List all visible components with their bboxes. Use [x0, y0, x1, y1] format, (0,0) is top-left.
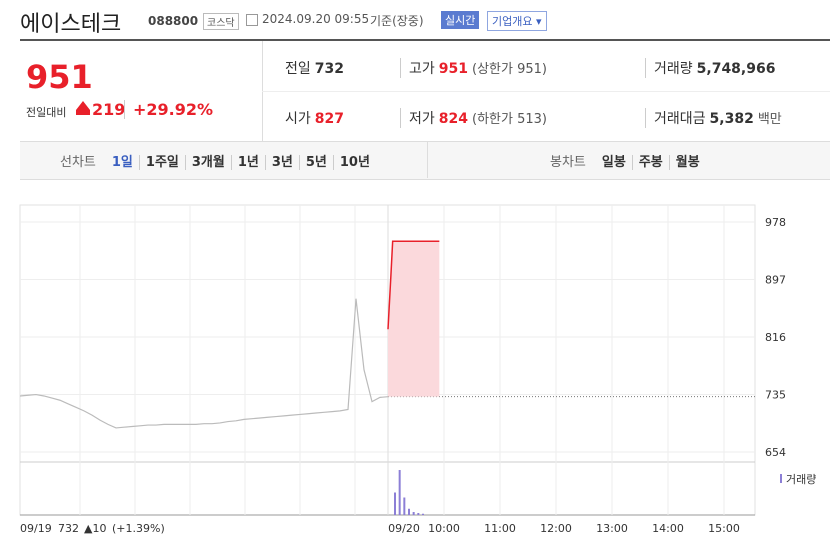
stat: 저가 824 (하한가 513): [400, 108, 547, 128]
x-tick-label: 10:00: [428, 522, 460, 535]
x-tick-label: 13:00: [596, 522, 628, 535]
today-area: [388, 241, 440, 397]
stat-value: 5,382: [709, 111, 754, 127]
tab[interactable]: 10년: [332, 155, 376, 170]
stat-extra: (상한가 951): [472, 62, 547, 77]
candle-tabs: 봉차트 일봉 주봉 월봉: [550, 151, 706, 170]
stat-extra: (하한가 513): [472, 112, 547, 127]
volume-bar: [398, 470, 401, 515]
stat-extra: 백만: [757, 112, 782, 127]
tab[interactable]: 1주일: [138, 155, 185, 170]
volume-bar: [394, 492, 396, 515]
tab-group-label: 선차트: [60, 155, 96, 170]
volume-bar: [412, 512, 415, 515]
stat-value: 824: [438, 111, 468, 127]
tab-divider: [427, 142, 428, 178]
stat-value: 732: [314, 61, 344, 77]
prev-day-line: [19, 298, 389, 429]
volume-bar: [403, 497, 406, 515]
tab-bar: [20, 141, 830, 180]
stat-label: 거래대금: [654, 111, 706, 127]
top-rule: [20, 39, 830, 41]
volume-bar: [422, 513, 424, 515]
tab[interactable]: 3년: [264, 155, 299, 170]
datetime: 2024.09.20 09:55: [262, 12, 370, 26]
stock-name: 에이스테크: [20, 12, 122, 37]
tab[interactable]: 1년: [230, 155, 265, 170]
legend-label: 거래량: [786, 473, 816, 486]
tab-group-label: 봉차트: [550, 155, 586, 170]
stat: 고가 951 (상한가 951): [400, 58, 547, 78]
stat-label: 전일: [285, 61, 311, 77]
basis: 기준(장중): [370, 14, 424, 28]
tab[interactable]: 1일: [111, 155, 133, 170]
volume-bar: [408, 508, 410, 515]
change-rate: +29.92%: [124, 100, 213, 119]
x-tick-label: 09/20: [388, 522, 420, 535]
divider: [262, 91, 830, 92]
stat-value: 951: [438, 61, 468, 77]
y-tick-label: 654: [765, 446, 786, 459]
y-tick-label: 735: [765, 389, 786, 402]
up-icon: [76, 101, 90, 110]
stat: 시가 827: [285, 108, 348, 128]
tab[interactable]: 일봉: [601, 155, 626, 170]
tab[interactable]: 5년: [298, 155, 333, 170]
prev-rate: (+1.39%): [112, 522, 165, 535]
volume-bar: [417, 513, 420, 515]
calendar-icon: [246, 14, 258, 26]
realtime-badge[interactable]: 실시간: [441, 11, 480, 29]
prev-change: ▲10: [84, 522, 106, 535]
y-tick-label: 897: [765, 274, 786, 287]
y-tick-label: 816: [765, 331, 786, 344]
x-tick-label: 14:00: [652, 522, 684, 535]
overview-label: 기업개요: [492, 15, 533, 28]
x-tick-label: 11:00: [484, 522, 516, 535]
tab[interactable]: 월봉: [668, 155, 706, 170]
chart: 654 735 816 897 978 10:00 11:00 12:00 13:00 14:00…: [19, 204, 816, 535]
x-tick-label: 12:00: [540, 522, 572, 535]
line-tabs: 선차트 1일 1주일 3개월 1년 3년 5년 10년: [60, 151, 376, 170]
stat-value: 5,748,966: [696, 61, 776, 77]
today-line: [387, 240, 440, 330]
y-tick-label: 978: [765, 216, 786, 229]
legend-swatch: [780, 474, 782, 483]
stat: 거래량 5,748,966: [645, 58, 779, 78]
prev-day-label: 09/19: [20, 522, 52, 535]
overview-button[interactable]: 기업개요 ▾: [487, 11, 547, 31]
tab[interactable]: 주봉: [631, 155, 669, 170]
current-price: 951: [26, 58, 93, 96]
up-icon: [76, 110, 90, 115]
x-tick-label: 15:00: [708, 522, 740, 535]
stat-value: 827: [314, 111, 344, 127]
stat-label: 거래량: [654, 61, 693, 77]
stock-code: 088800: [148, 14, 199, 28]
market-badge: 코스닥: [203, 13, 239, 30]
stat: 전일 732: [285, 58, 348, 78]
stat-label: 저가: [409, 111, 435, 127]
stat-label: 고가: [409, 61, 435, 77]
change: 219: [92, 100, 126, 119]
stat-label: 시가: [285, 111, 311, 127]
tab[interactable]: 3개월: [184, 155, 231, 170]
prev-close-label: 732: [58, 522, 79, 535]
stat: 거래대금 5,382 백만: [645, 108, 782, 128]
change-label: 전일대비: [26, 106, 67, 119]
